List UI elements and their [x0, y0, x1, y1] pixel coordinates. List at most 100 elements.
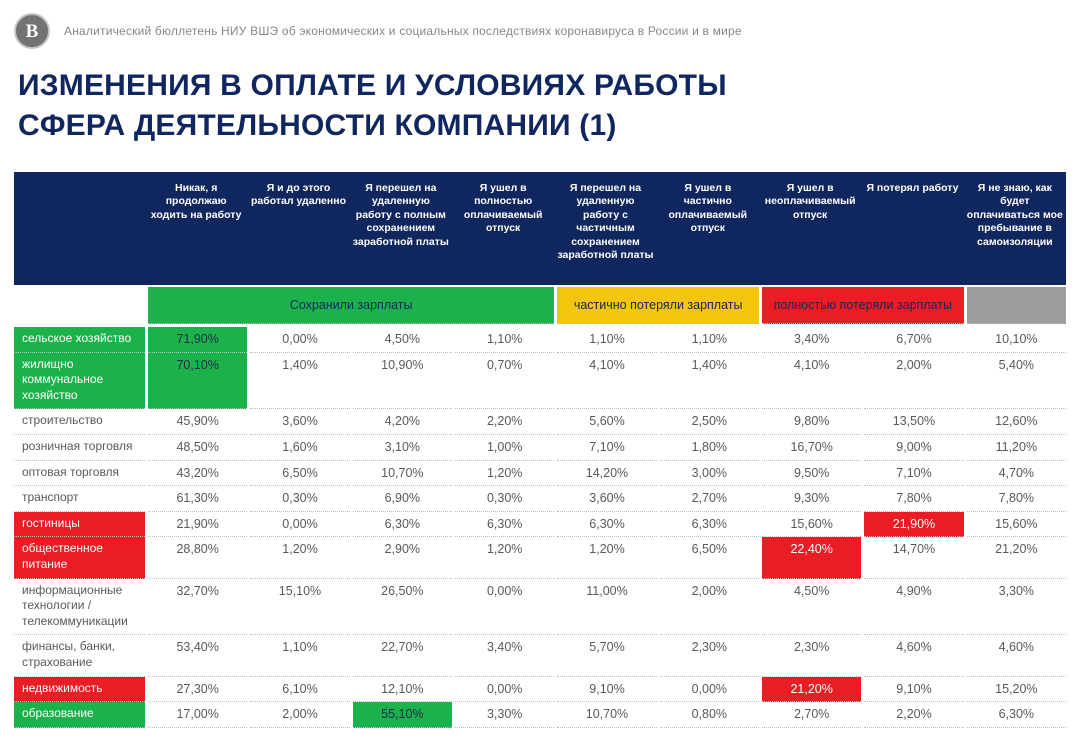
- value-cell: 14,70%: [864, 537, 964, 579]
- value-cell: 6,90%: [352, 486, 452, 512]
- row-label: гостиницы: [14, 511, 145, 538]
- value-cell: 15,20%: [966, 677, 1066, 703]
- value-cell: 55,10%: [352, 702, 452, 728]
- value-cell: 12,10%: [352, 677, 452, 703]
- value-cell: 0,00%: [455, 677, 555, 703]
- value-cell: 4,50%: [352, 327, 452, 353]
- value-cell: 0,00%: [659, 677, 759, 703]
- column-header: Я ушел в полностью оплачиваемый отпуск: [463, 182, 543, 235]
- column-header: Я не знаю, как будет оплачиваться мое пр…: [966, 182, 1063, 248]
- row-label: транспорт: [14, 486, 145, 512]
- value-cell: 2,50%: [659, 409, 759, 435]
- value-cell: 0,30%: [250, 486, 350, 512]
- value-cell: 10,70%: [352, 461, 452, 487]
- value-cell: 21,90%: [864, 511, 964, 538]
- value-cell: 22,70%: [352, 635, 452, 677]
- table-row: финансы, банки, страхование 53,40% 1,10% 22…: [14, 635, 1066, 677]
- value-cell: 32,70%: [148, 579, 248, 636]
- bulletin-subtitle: Аналитический бюллетень НИУ ВШЭ об эконо…: [64, 24, 742, 38]
- row-label: сельское хозяйство: [14, 327, 145, 353]
- value-cell: 27,30%: [148, 677, 248, 703]
- value-cell: 71,90%: [148, 327, 248, 353]
- page-title: ИЗМЕНЕНИЯ В ОПЛАТЕ И УСЛОВИЯХ РАБОТЫ СФЕ…: [0, 52, 1080, 145]
- value-cell: 6,30%: [352, 512, 452, 538]
- value-cell: 10,10%: [966, 327, 1066, 353]
- row-label: информационные технологии / телекоммуник…: [14, 579, 145, 636]
- value-cell: 3,00%: [659, 461, 759, 487]
- hse-logo-icon: В: [14, 13, 50, 49]
- value-cell: 43,20%: [148, 461, 248, 487]
- column-header: Я ушел в неоплачиваемый отпуск: [764, 182, 856, 221]
- table-row: общественное питание 28,80% 1,20% 2,90% 1,20…: [14, 537, 1066, 579]
- value-cell: 16,70%: [762, 435, 862, 461]
- value-cell: 4,20%: [352, 409, 452, 435]
- value-cell: 21,20%: [966, 537, 1066, 579]
- value-cell: 9,10%: [557, 677, 657, 703]
- value-cell: 1,20%: [455, 537, 555, 579]
- row-label: строительство: [14, 409, 145, 435]
- row-label: розничная торговля: [14, 435, 145, 461]
- value-cell: 4,90%: [864, 579, 964, 636]
- value-cell: 0,00%: [455, 579, 555, 636]
- value-cell: 6,30%: [966, 702, 1066, 728]
- table-row: транспорт 61,30% 0,30% 6,90% 0,30% 3,60% 2,70%…: [14, 486, 1066, 512]
- value-cell: 17,00%: [148, 702, 248, 728]
- table-row: образование 17,00% 2,00% 55,10% 3,30% 10,70% 0…: [14, 702, 1066, 728]
- value-cell: 7,80%: [966, 486, 1066, 512]
- value-cell: 3,10%: [352, 435, 452, 461]
- value-cell: 1,10%: [659, 327, 759, 353]
- value-cell: 21,90%: [148, 512, 248, 538]
- legend-row: Сохранили зарплаты частично потеряли зарп…: [14, 287, 1066, 324]
- value-cell: 6,70%: [864, 327, 964, 353]
- data-table: Никак, я продолжаю ходить на работу Я и д…: [14, 172, 1066, 728]
- value-cell: 15,10%: [250, 579, 350, 636]
- header-spacer: [14, 172, 145, 285]
- value-cell: 1,10%: [455, 327, 555, 353]
- value-cell: 3,40%: [455, 635, 555, 677]
- masthead: В Аналитический бюллетень НИУ ВШЭ об эко…: [0, 0, 1080, 52]
- legend-band-green: Сохранили зарплаты: [148, 287, 555, 324]
- value-cell: 1,00%: [455, 435, 555, 461]
- value-cell: 1,20%: [455, 461, 555, 487]
- value-cell: 2,70%: [659, 486, 759, 512]
- value-cell: 3,60%: [250, 409, 350, 435]
- row-label: недвижимость: [14, 676, 145, 703]
- value-cell: 14,20%: [557, 461, 657, 487]
- value-cell: 1,40%: [659, 353, 759, 410]
- value-cell: 7,80%: [864, 486, 964, 512]
- value-cell: 5,70%: [557, 635, 657, 677]
- row-label: финансы, банки, страхование: [14, 635, 145, 677]
- value-cell: 1,10%: [557, 327, 657, 353]
- value-cell: 3,30%: [455, 702, 555, 728]
- value-cell: 6,30%: [455, 512, 555, 538]
- table-row: розничная торговля 48,50% 1,60% 3,10% 1,00% 7…: [14, 435, 1066, 461]
- table-row: оптовая торговля 43,20% 6,50% 10,70% 1,20% 14…: [14, 461, 1066, 487]
- value-cell: 53,40%: [148, 635, 248, 677]
- value-cell: 2,30%: [762, 635, 862, 677]
- value-cell: 0,00%: [250, 512, 350, 538]
- value-cell: 1,60%: [250, 435, 350, 461]
- legend-band-yellow: частично потеряли зарплаты: [557, 287, 759, 324]
- value-cell: 28,80%: [148, 537, 248, 579]
- value-cell: 6,10%: [250, 677, 350, 703]
- value-cell: 15,60%: [966, 512, 1066, 538]
- column-header: Я и до этого работал удаленно: [250, 182, 346, 208]
- legend-spacer: [14, 287, 145, 324]
- value-cell: 22,40%: [762, 537, 862, 579]
- value-cell: 4,70%: [966, 461, 1066, 487]
- value-cell: 0,00%: [250, 327, 350, 353]
- value-cell: 4,60%: [966, 635, 1066, 677]
- value-cell: 70,10%: [148, 352, 248, 410]
- value-cell: 6,50%: [659, 537, 759, 579]
- value-cell: 2,90%: [352, 537, 452, 579]
- value-cell: 61,30%: [148, 486, 248, 512]
- value-cell: 9,30%: [762, 486, 862, 512]
- row-label: общественное питание: [14, 537, 145, 579]
- value-cell: 9,50%: [762, 461, 862, 487]
- value-cell: 6,50%: [250, 461, 350, 487]
- value-cell: 4,10%: [762, 353, 862, 410]
- value-cell: 2,00%: [864, 353, 964, 410]
- value-cell: 0,80%: [659, 702, 759, 728]
- value-cell: 15,60%: [762, 512, 862, 538]
- page-title-line2: СФЕРА ДЕЯТЕЛЬНОСТИ КОМПАНИИ (1): [18, 108, 617, 142]
